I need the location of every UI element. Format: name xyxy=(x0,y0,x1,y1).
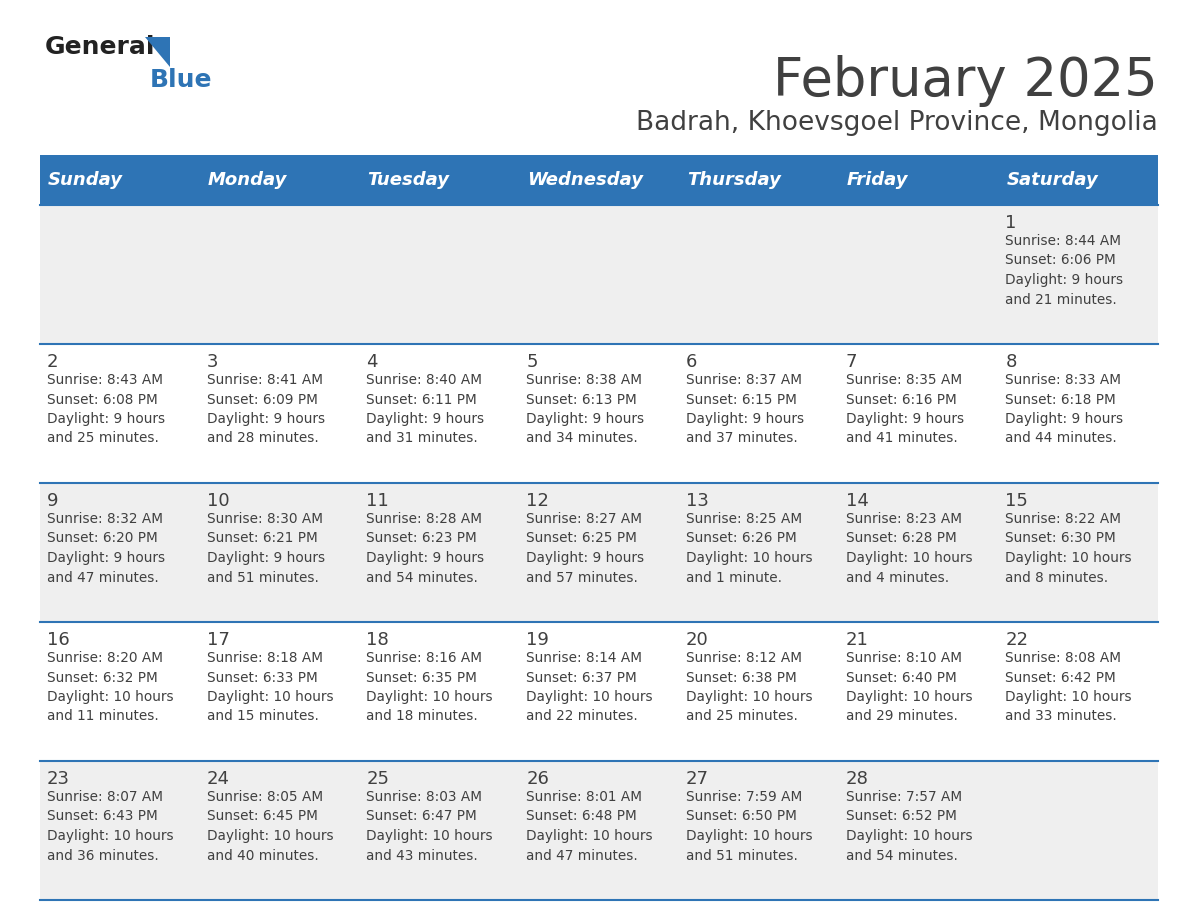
Text: Sunrise: 8:18 AM
Sunset: 6:33 PM
Daylight: 10 hours
and 15 minutes.: Sunrise: 8:18 AM Sunset: 6:33 PM Dayligh… xyxy=(207,651,334,723)
Bar xyxy=(40,155,1158,205)
Text: 28: 28 xyxy=(846,770,868,788)
Text: Sunrise: 8:43 AM
Sunset: 6:08 PM
Daylight: 9 hours
and 25 minutes.: Sunrise: 8:43 AM Sunset: 6:08 PM Dayligh… xyxy=(48,373,165,445)
Bar xyxy=(40,344,1158,483)
Text: 5: 5 xyxy=(526,353,538,371)
Text: Sunrise: 8:14 AM
Sunset: 6:37 PM
Daylight: 10 hours
and 22 minutes.: Sunrise: 8:14 AM Sunset: 6:37 PM Dayligh… xyxy=(526,651,652,723)
Text: 17: 17 xyxy=(207,631,229,649)
Text: 14: 14 xyxy=(846,492,868,510)
Text: Sunrise: 7:57 AM
Sunset: 6:52 PM
Daylight: 10 hours
and 54 minutes.: Sunrise: 7:57 AM Sunset: 6:52 PM Dayligh… xyxy=(846,790,972,863)
Text: 8: 8 xyxy=(1005,353,1017,371)
Text: Sunrise: 8:22 AM
Sunset: 6:30 PM
Daylight: 10 hours
and 8 minutes.: Sunrise: 8:22 AM Sunset: 6:30 PM Dayligh… xyxy=(1005,512,1132,585)
Text: Thursday: Thursday xyxy=(687,171,781,189)
Text: Sunrise: 8:07 AM
Sunset: 6:43 PM
Daylight: 10 hours
and 36 minutes.: Sunrise: 8:07 AM Sunset: 6:43 PM Dayligh… xyxy=(48,790,173,863)
Text: Wednesday: Wednesday xyxy=(527,171,643,189)
Text: 19: 19 xyxy=(526,631,549,649)
Text: 1: 1 xyxy=(1005,214,1017,232)
Text: 4: 4 xyxy=(366,353,378,371)
Text: Sunrise: 8:28 AM
Sunset: 6:23 PM
Daylight: 9 hours
and 54 minutes.: Sunrise: 8:28 AM Sunset: 6:23 PM Dayligh… xyxy=(366,512,485,585)
Text: Sunrise: 8:35 AM
Sunset: 6:16 PM
Daylight: 9 hours
and 41 minutes.: Sunrise: 8:35 AM Sunset: 6:16 PM Dayligh… xyxy=(846,373,963,445)
Text: 7: 7 xyxy=(846,353,857,371)
Text: Blue: Blue xyxy=(150,68,213,92)
Text: Sunrise: 8:38 AM
Sunset: 6:13 PM
Daylight: 9 hours
and 34 minutes.: Sunrise: 8:38 AM Sunset: 6:13 PM Dayligh… xyxy=(526,373,644,445)
Text: Friday: Friday xyxy=(847,171,908,189)
Text: Sunrise: 8:03 AM
Sunset: 6:47 PM
Daylight: 10 hours
and 43 minutes.: Sunrise: 8:03 AM Sunset: 6:47 PM Dayligh… xyxy=(366,790,493,863)
Text: Sunrise: 8:20 AM
Sunset: 6:32 PM
Daylight: 10 hours
and 11 minutes.: Sunrise: 8:20 AM Sunset: 6:32 PM Dayligh… xyxy=(48,651,173,723)
Bar xyxy=(40,622,1158,761)
Text: 20: 20 xyxy=(685,631,708,649)
Text: Sunrise: 8:44 AM
Sunset: 6:06 PM
Daylight: 9 hours
and 21 minutes.: Sunrise: 8:44 AM Sunset: 6:06 PM Dayligh… xyxy=(1005,234,1124,307)
Text: Sunrise: 8:12 AM
Sunset: 6:38 PM
Daylight: 10 hours
and 25 minutes.: Sunrise: 8:12 AM Sunset: 6:38 PM Dayligh… xyxy=(685,651,813,723)
Text: Monday: Monday xyxy=(208,171,287,189)
Bar xyxy=(40,483,1158,622)
Text: Sunrise: 8:10 AM
Sunset: 6:40 PM
Daylight: 10 hours
and 29 minutes.: Sunrise: 8:10 AM Sunset: 6:40 PM Dayligh… xyxy=(846,651,972,723)
Text: 2: 2 xyxy=(48,353,58,371)
Text: Sunrise: 8:01 AM
Sunset: 6:48 PM
Daylight: 10 hours
and 47 minutes.: Sunrise: 8:01 AM Sunset: 6:48 PM Dayligh… xyxy=(526,790,652,863)
Text: Sunrise: 8:30 AM
Sunset: 6:21 PM
Daylight: 9 hours
and 51 minutes.: Sunrise: 8:30 AM Sunset: 6:21 PM Dayligh… xyxy=(207,512,324,585)
Text: 6: 6 xyxy=(685,353,697,371)
Text: 27: 27 xyxy=(685,770,709,788)
Text: Sunrise: 8:23 AM
Sunset: 6:28 PM
Daylight: 10 hours
and 4 minutes.: Sunrise: 8:23 AM Sunset: 6:28 PM Dayligh… xyxy=(846,512,972,585)
Text: 22: 22 xyxy=(1005,631,1029,649)
Text: 26: 26 xyxy=(526,770,549,788)
Text: 10: 10 xyxy=(207,492,229,510)
Text: 13: 13 xyxy=(685,492,709,510)
Text: 15: 15 xyxy=(1005,492,1028,510)
Text: 16: 16 xyxy=(48,631,70,649)
Text: Sunrise: 8:40 AM
Sunset: 6:11 PM
Daylight: 9 hours
and 31 minutes.: Sunrise: 8:40 AM Sunset: 6:11 PM Dayligh… xyxy=(366,373,485,445)
Text: Saturday: Saturday xyxy=(1006,171,1098,189)
Text: Sunrise: 8:25 AM
Sunset: 6:26 PM
Daylight: 10 hours
and 1 minute.: Sunrise: 8:25 AM Sunset: 6:26 PM Dayligh… xyxy=(685,512,813,585)
Bar xyxy=(40,761,1158,900)
Text: 23: 23 xyxy=(48,770,70,788)
Text: Sunrise: 8:27 AM
Sunset: 6:25 PM
Daylight: 9 hours
and 57 minutes.: Sunrise: 8:27 AM Sunset: 6:25 PM Dayligh… xyxy=(526,512,644,585)
Text: Badrah, Khoevsgoel Province, Mongolia: Badrah, Khoevsgoel Province, Mongolia xyxy=(637,110,1158,136)
Text: General: General xyxy=(45,35,156,59)
Text: 21: 21 xyxy=(846,631,868,649)
Text: Sunrise: 8:16 AM
Sunset: 6:35 PM
Daylight: 10 hours
and 18 minutes.: Sunrise: 8:16 AM Sunset: 6:35 PM Dayligh… xyxy=(366,651,493,723)
Text: 18: 18 xyxy=(366,631,390,649)
Text: 24: 24 xyxy=(207,770,229,788)
Bar xyxy=(40,205,1158,344)
Text: Sunrise: 8:08 AM
Sunset: 6:42 PM
Daylight: 10 hours
and 33 minutes.: Sunrise: 8:08 AM Sunset: 6:42 PM Dayligh… xyxy=(1005,651,1132,723)
Text: 25: 25 xyxy=(366,770,390,788)
Polygon shape xyxy=(145,37,170,67)
Text: 9: 9 xyxy=(48,492,58,510)
Text: 3: 3 xyxy=(207,353,219,371)
Text: Sunrise: 8:41 AM
Sunset: 6:09 PM
Daylight: 9 hours
and 28 minutes.: Sunrise: 8:41 AM Sunset: 6:09 PM Dayligh… xyxy=(207,373,324,445)
Text: Sunrise: 8:33 AM
Sunset: 6:18 PM
Daylight: 9 hours
and 44 minutes.: Sunrise: 8:33 AM Sunset: 6:18 PM Dayligh… xyxy=(1005,373,1124,445)
Text: 12: 12 xyxy=(526,492,549,510)
Text: Sunrise: 7:59 AM
Sunset: 6:50 PM
Daylight: 10 hours
and 51 minutes.: Sunrise: 7:59 AM Sunset: 6:50 PM Dayligh… xyxy=(685,790,813,863)
Text: Sunrise: 8:32 AM
Sunset: 6:20 PM
Daylight: 9 hours
and 47 minutes.: Sunrise: 8:32 AM Sunset: 6:20 PM Dayligh… xyxy=(48,512,165,585)
Text: Tuesday: Tuesday xyxy=(367,171,449,189)
Text: Sunrise: 8:05 AM
Sunset: 6:45 PM
Daylight: 10 hours
and 40 minutes.: Sunrise: 8:05 AM Sunset: 6:45 PM Dayligh… xyxy=(207,790,334,863)
Text: 11: 11 xyxy=(366,492,390,510)
Text: Sunrise: 8:37 AM
Sunset: 6:15 PM
Daylight: 9 hours
and 37 minutes.: Sunrise: 8:37 AM Sunset: 6:15 PM Dayligh… xyxy=(685,373,804,445)
Text: Sunday: Sunday xyxy=(48,171,124,189)
Text: February 2025: February 2025 xyxy=(773,55,1158,107)
